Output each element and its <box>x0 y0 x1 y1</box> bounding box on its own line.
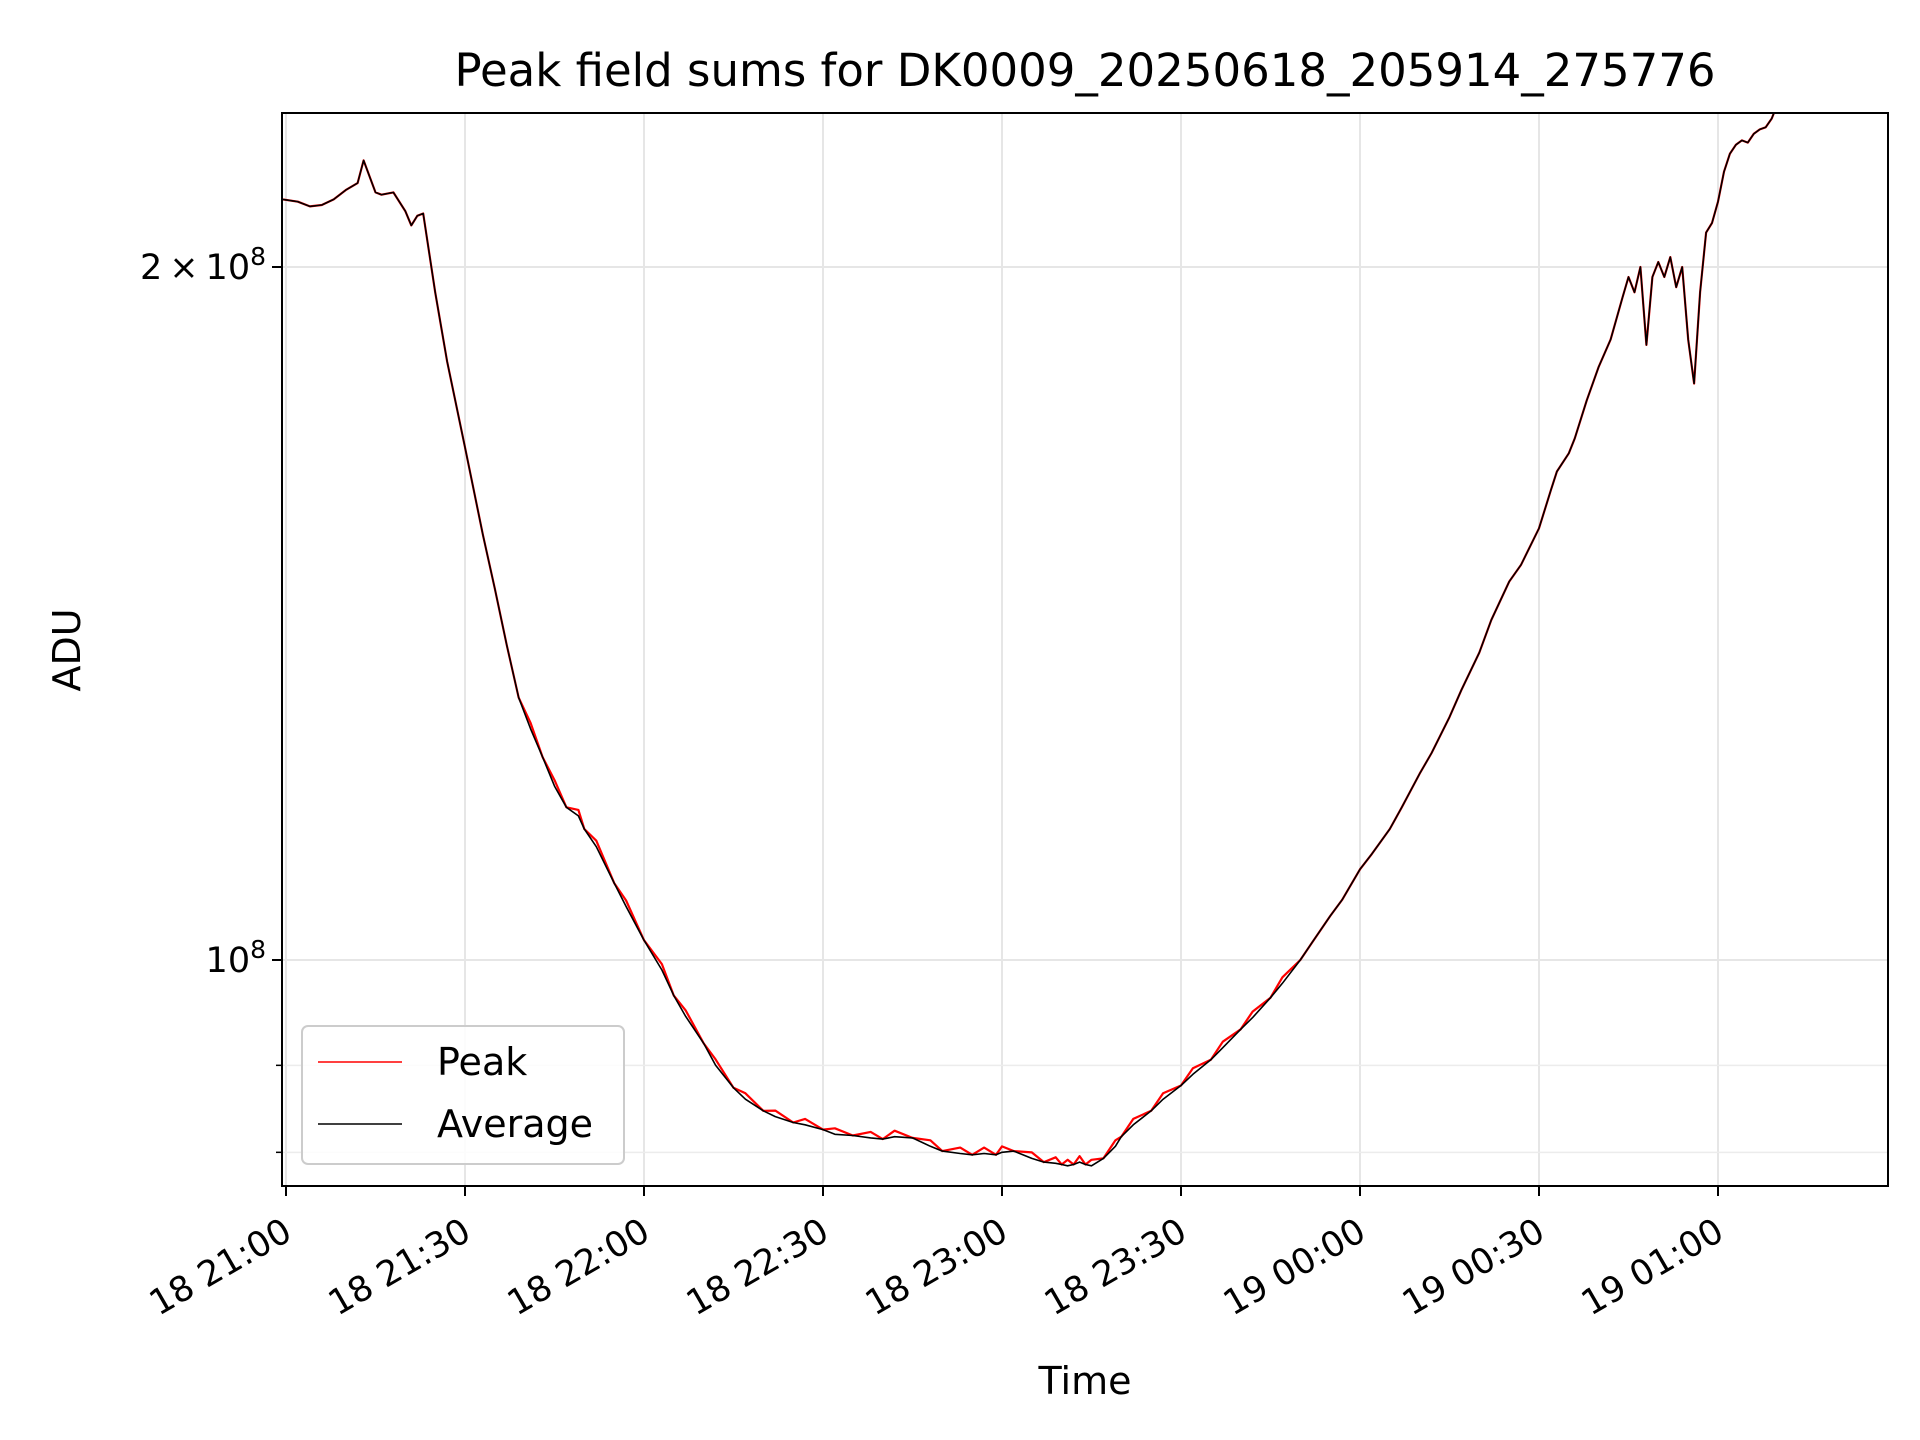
legend-label-average: Average <box>437 1102 593 1146</box>
x-axis-label: Time <box>1038 1359 1132 1403</box>
legend-label-peak: Peak <box>437 1040 527 1084</box>
series-layer <box>282 113 1776 1167</box>
y-tick-label: 2 × 108 <box>140 242 266 288</box>
y-axis-label: ADU <box>45 608 89 691</box>
plot-frame <box>281 112 1889 1187</box>
chart-title: Peak field sums for DK0009_20250618_2059… <box>454 44 1715 97</box>
series-line-average <box>282 113 1775 1167</box>
legend: Peak Average <box>301 1025 625 1165</box>
legend-box <box>301 1025 625 1165</box>
y-tick-label: 108 <box>206 935 266 981</box>
